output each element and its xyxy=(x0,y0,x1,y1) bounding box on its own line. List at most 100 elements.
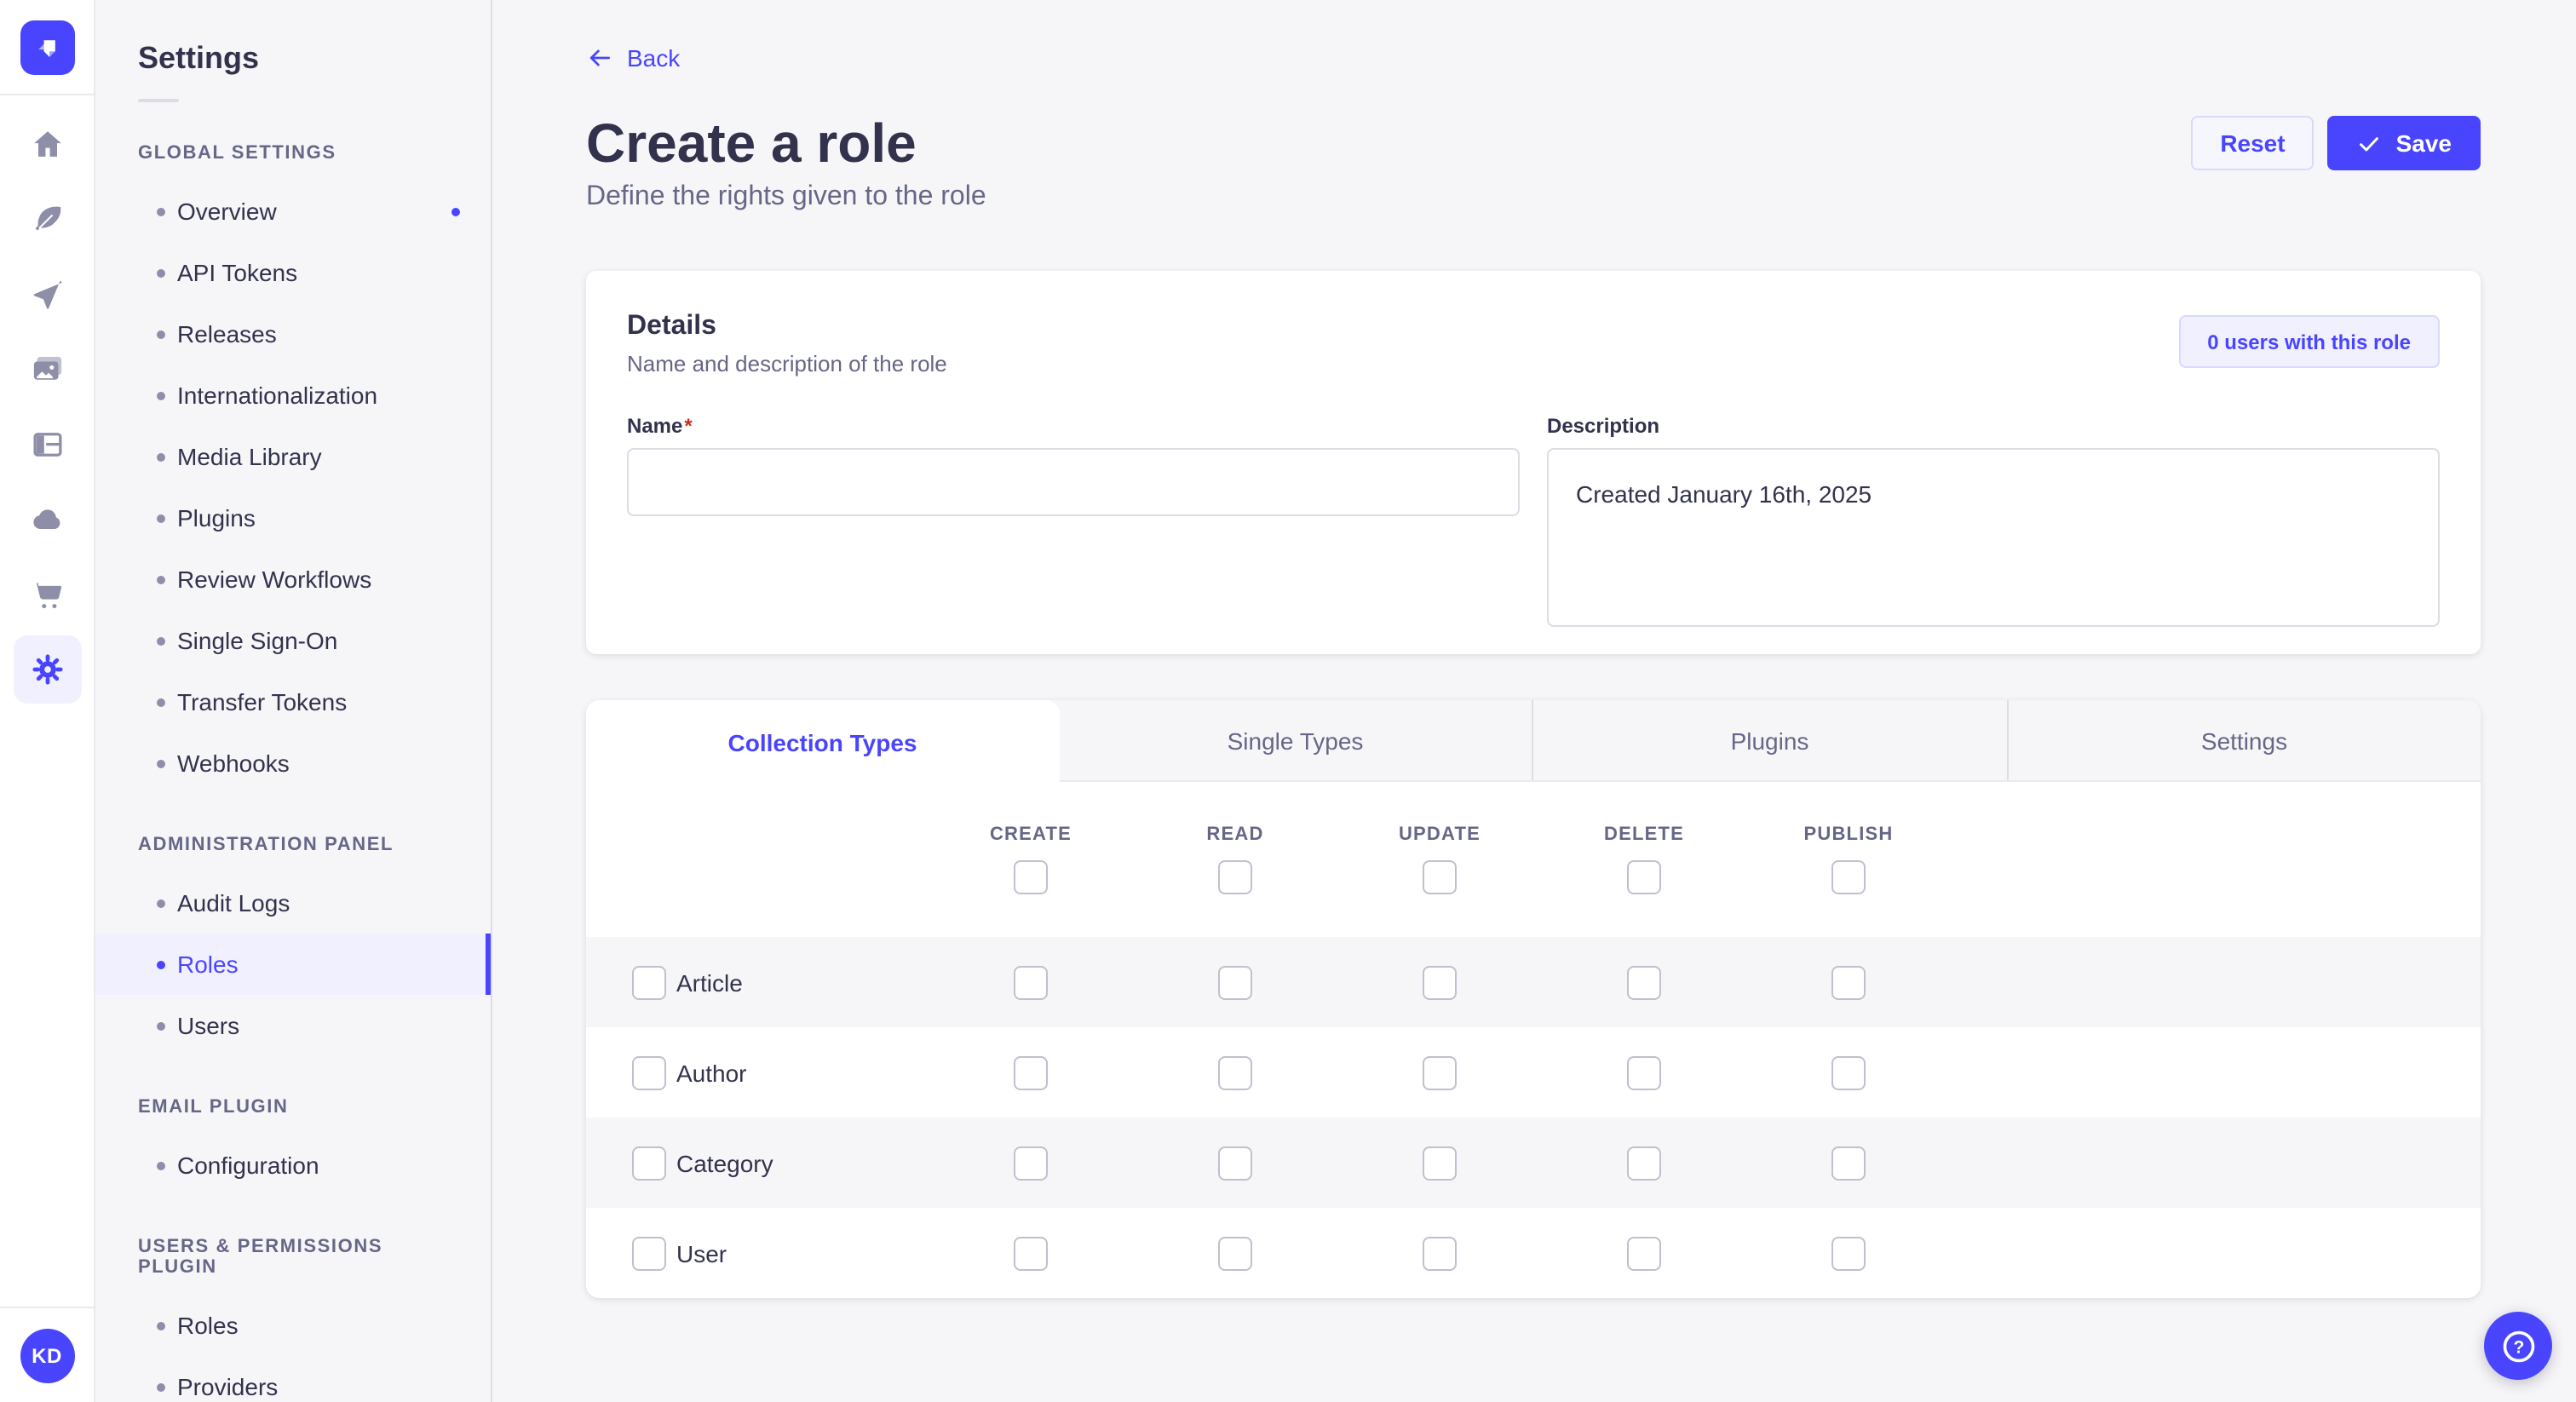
sidebar-item-providers[interactable]: Providers xyxy=(95,1356,491,1402)
category-delete-checkbox[interactable] xyxy=(1627,1146,1661,1180)
user-update-checkbox[interactable] xyxy=(1423,1236,1457,1270)
users-with-role-button[interactable]: 0 users with this role xyxy=(2178,315,2440,368)
article-delete-checkbox[interactable] xyxy=(1627,965,1661,999)
sidebar-item-internationalization[interactable]: Internationalization xyxy=(95,365,491,426)
bullet-icon xyxy=(157,391,165,399)
author-update-checkbox[interactable] xyxy=(1423,1055,1457,1089)
sidebar-item-overview[interactable]: Overview xyxy=(95,181,491,242)
row-select-checkbox[interactable] xyxy=(632,965,666,999)
tab-plugins[interactable]: Plugins xyxy=(1532,700,2006,780)
description-label: Description xyxy=(1547,414,1660,438)
row-select-checkbox[interactable] xyxy=(632,1146,666,1180)
help-icon: ? xyxy=(2502,1330,2534,1362)
sidebar-item-releases[interactable]: Releases xyxy=(95,303,491,365)
sidebar-item-plugins[interactable]: Plugins xyxy=(95,487,491,549)
back-link[interactable]: Back xyxy=(586,44,680,72)
name-field-group: Name * xyxy=(627,414,1520,635)
back-arrow-icon xyxy=(589,49,610,66)
reset-button[interactable]: Reset xyxy=(2191,116,2314,170)
row-select-checkbox[interactable] xyxy=(632,1055,666,1089)
user-delete-checkbox[interactable] xyxy=(1627,1236,1661,1270)
sidebar-item-up-roles[interactable]: Roles xyxy=(95,1295,491,1356)
bullet-icon xyxy=(157,452,165,461)
tab-single-types[interactable]: Single Types xyxy=(1227,727,1364,754)
bullet-icon xyxy=(157,330,165,338)
tab-settings[interactable]: Settings xyxy=(2006,700,2481,780)
author-delete-checkbox[interactable] xyxy=(1627,1055,1661,1089)
paper-plane-icon[interactable] xyxy=(13,261,81,329)
bullet-icon xyxy=(157,575,165,583)
permissions-tabs: Collection Types Single Types Plugins Se… xyxy=(586,700,2481,784)
table-row-article: Article xyxy=(586,937,2481,1027)
select-all-read-checkbox[interactable] xyxy=(1218,860,1252,894)
user-create-checkbox[interactable] xyxy=(1014,1236,1048,1270)
user-read-checkbox[interactable] xyxy=(1218,1236,1252,1270)
sidebar-item-single-sign-on[interactable]: Single Sign-On xyxy=(95,610,491,671)
sidebar-item-media-library[interactable]: Media Library xyxy=(95,426,491,487)
category-update-checkbox[interactable] xyxy=(1423,1146,1457,1180)
table-row-user: User xyxy=(586,1208,2481,1298)
author-publish-checkbox[interactable] xyxy=(1831,1055,1866,1089)
category-read-checkbox[interactable] xyxy=(1218,1146,1252,1180)
header-actions: Reset Save xyxy=(2191,116,2481,170)
permissions-panel: CREATE READ UPDATE DELETE xyxy=(586,782,2481,1298)
details-title: Details xyxy=(627,312,716,341)
article-read-checkbox[interactable] xyxy=(1218,965,1252,999)
sidebar-item-configuration[interactable]: Configuration xyxy=(95,1135,491,1196)
select-all-update-checkbox[interactable] xyxy=(1423,860,1457,894)
author-read-checkbox[interactable] xyxy=(1218,1055,1252,1089)
article-create-checkbox[interactable] xyxy=(1014,965,1048,999)
article-update-checkbox[interactable] xyxy=(1423,965,1457,999)
description-textarea[interactable]: Created January 16th, 2025 xyxy=(1547,448,2440,627)
sidebar-item-review-workflows[interactable]: Review Workflows xyxy=(95,549,491,610)
page-title: Create a role xyxy=(586,112,917,173)
layout-icon[interactable] xyxy=(13,411,81,479)
row-select-checkbox[interactable] xyxy=(632,1236,666,1270)
sidebar-item-webhooks[interactable]: Webhooks xyxy=(95,733,491,794)
section-administration-panel: ADMINISTRATION PANEL xyxy=(138,835,394,855)
sidebar-item-api-tokens[interactable]: API Tokens xyxy=(95,242,491,303)
help-button[interactable]: ? xyxy=(2484,1312,2552,1380)
permissions-header-row: CREATE READ UPDATE DELETE xyxy=(586,782,2481,937)
section-global-settings: GLOBAL SETTINGS xyxy=(138,143,336,164)
select-all-create-checkbox[interactable] xyxy=(1014,860,1048,894)
sidebar-item-roles-active[interactable]: Roles xyxy=(95,934,491,995)
rail-footer: KD xyxy=(0,1307,94,1402)
bullet-icon xyxy=(157,514,165,522)
table-row-category: Category xyxy=(586,1118,2481,1208)
sidebar-item-audit-logs[interactable]: Audit Logs xyxy=(95,872,491,934)
name-input[interactable] xyxy=(627,448,1520,516)
sidebar-item-users[interactable]: Users xyxy=(95,995,491,1056)
author-create-checkbox[interactable] xyxy=(1014,1055,1048,1089)
sidebar-item-transfer-tokens[interactable]: Transfer Tokens xyxy=(95,671,491,733)
user-avatar[interactable]: KD xyxy=(20,1328,74,1382)
feather-icon[interactable] xyxy=(13,186,81,254)
settings-gear-icon[interactable] xyxy=(13,635,81,704)
article-publish-checkbox[interactable] xyxy=(1831,965,1866,999)
permissions-card: Collection Types Single Types Plugins Se… xyxy=(586,700,2481,1298)
rail-icon-list xyxy=(0,95,94,710)
bullet-icon xyxy=(157,1021,165,1030)
category-create-checkbox[interactable] xyxy=(1014,1146,1048,1180)
bullet-icon xyxy=(157,207,165,215)
section-users-permissions-plugin: USERS & PERMISSIONS PLUGIN xyxy=(138,1237,383,1278)
description-field-group: Description Created January 16th, 2025 xyxy=(1547,414,2440,635)
cloud-icon[interactable] xyxy=(13,486,81,554)
settings-sidebar: Settings GLOBAL SETTINGS Overview API To… xyxy=(95,0,492,1402)
details-card: Details Name and description of the role… xyxy=(586,271,2481,654)
home-icon[interactable] xyxy=(13,111,81,179)
category-publish-checkbox[interactable] xyxy=(1831,1146,1866,1180)
user-publish-checkbox[interactable] xyxy=(1831,1236,1866,1270)
marketplace-cart-icon[interactable] xyxy=(13,560,81,629)
save-button[interactable]: Save xyxy=(2327,116,2481,170)
details-fields: Name * Description Created January 16th, … xyxy=(627,414,2440,635)
select-all-publish-checkbox[interactable] xyxy=(1831,860,1866,894)
logo-area xyxy=(0,0,94,95)
strapi-logo-icon[interactable] xyxy=(20,20,74,74)
bullet-icon xyxy=(157,1382,165,1391)
media-library-icon[interactable] xyxy=(13,336,81,404)
column-create: CREATE xyxy=(929,825,1133,894)
tab-collection-types[interactable]: Collection Types xyxy=(586,700,1059,784)
select-all-delete-checkbox[interactable] xyxy=(1627,860,1661,894)
